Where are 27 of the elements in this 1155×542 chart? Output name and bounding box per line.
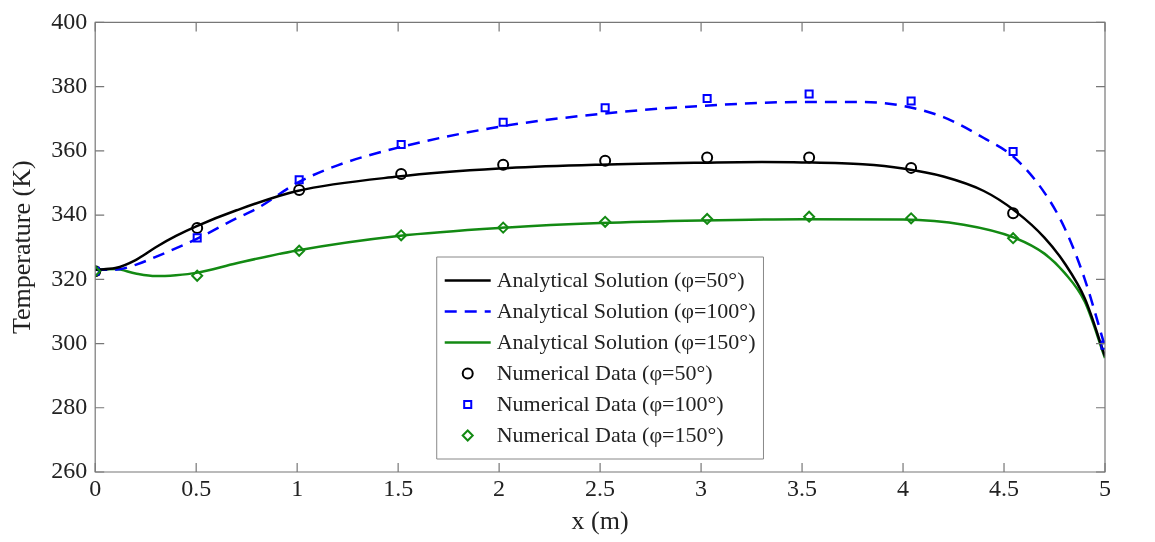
y-tick-label: 400 [51,7,88,34]
x-tick-label: 1 [291,474,304,501]
x-tick-label: 2 [493,474,506,501]
y-tick-label: 380 [51,71,88,98]
legend-label: Numerical Data (φ=50°) [496,360,713,386]
y-tick-label: 280 [51,393,88,420]
y-axis-title: Temperature (K) [7,160,37,334]
x-tick-label: 5 [1099,474,1111,501]
legend-label: Numerical Data (φ=100°) [496,391,724,417]
legend-label: Analytical Solution (φ=150°) [496,329,756,355]
x-axis-title: x (m) [571,506,629,536]
x-tick-label: 2.5 [585,474,616,501]
x-tick-label: 1.5 [383,474,414,501]
y-tick-label: 300 [51,328,88,355]
legend-label: Numerical Data (φ=150°) [496,422,724,448]
x-tick-label: 0 [89,474,102,501]
legend-label: Analytical Solution (φ=100°) [496,298,756,324]
y-tick-label: 320 [51,264,88,291]
x-tick-label: 4 [897,474,910,501]
x-tick-label: 4.5 [989,474,1020,501]
x-tick-label: 0.5 [181,474,212,501]
x-tick-label: 3.5 [787,474,818,501]
x-tick-label: 3 [695,474,708,501]
y-tick-label: 340 [51,200,88,227]
y-tick-label: 260 [51,457,88,484]
y-tick-label: 360 [51,136,88,163]
legend-label: Analytical Solution (φ=50°) [496,267,745,293]
